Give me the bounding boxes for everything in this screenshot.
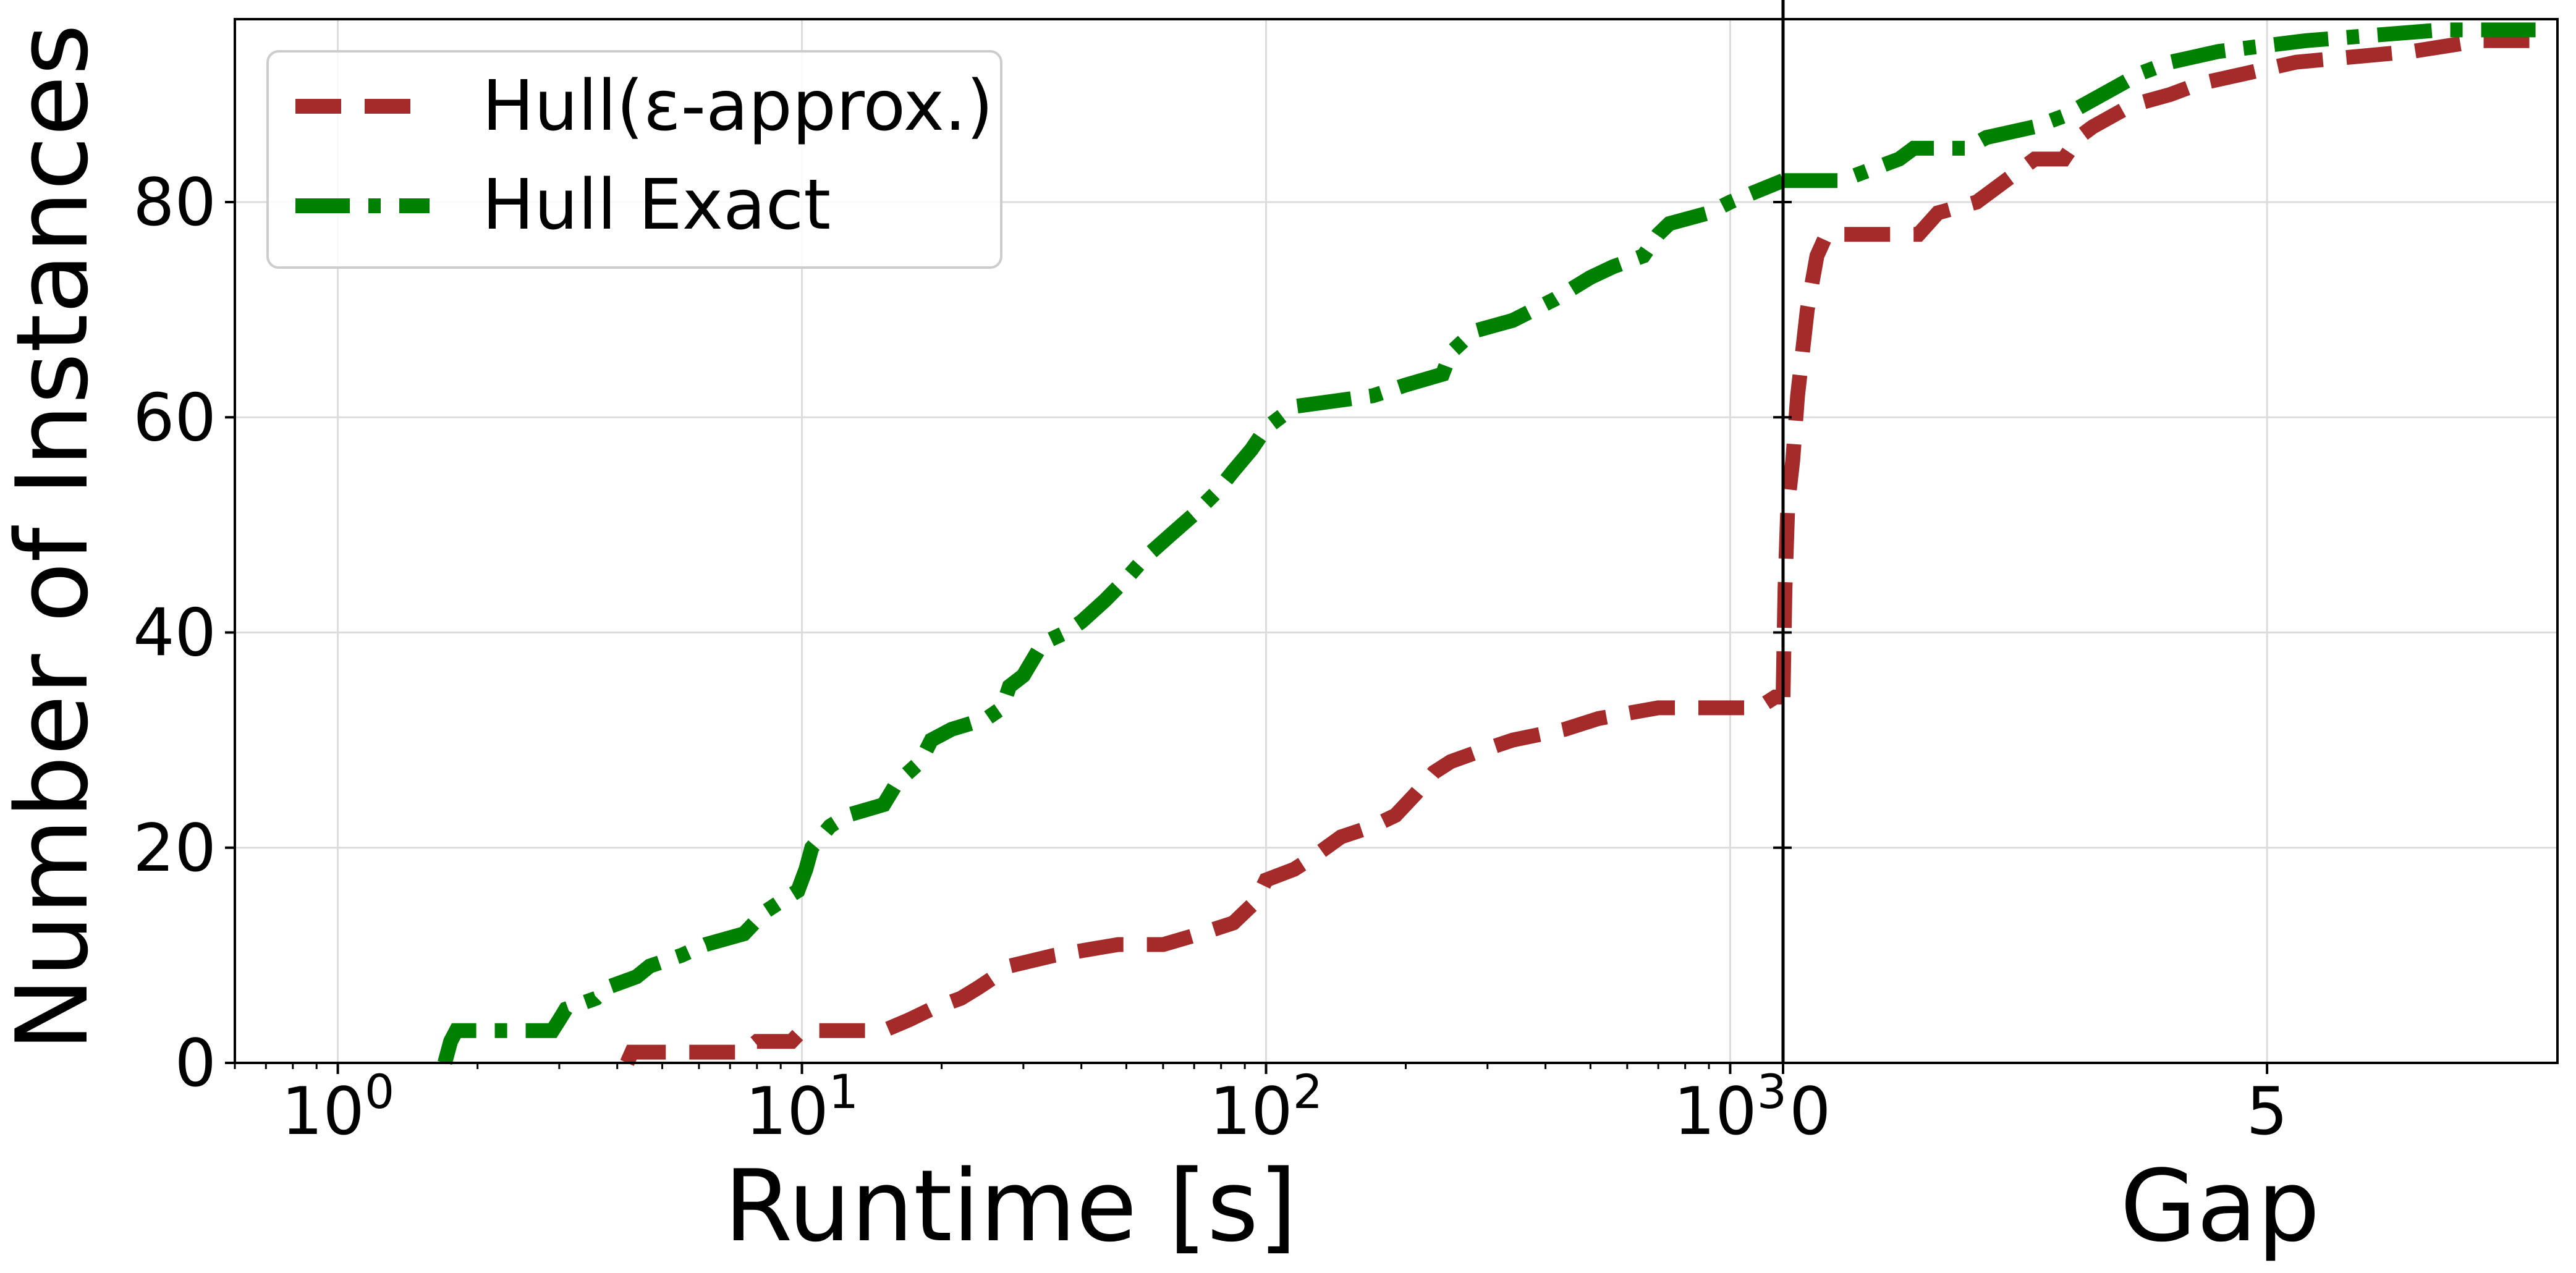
y-tick-label-0: 0	[175, 1025, 216, 1101]
x-axis-label-gap: Gap	[2120, 1148, 2320, 1264]
axes-layer	[234, 0, 2559, 1064]
legend-label-approx: Hull(ε-approx.)	[482, 66, 993, 146]
x-tick-label-gap-0: 0	[1789, 1073, 1831, 1149]
legend: Hull(ε-approx.) Hull Exact	[266, 50, 1002, 269]
plot-frame-gap	[1782, 18, 2559, 1064]
y-tick-label-20: 20	[133, 810, 216, 886]
legend-label-exact: Hull Exact	[482, 165, 831, 245]
y-tick-label-80: 80	[133, 164, 216, 240]
x-axis-label-runtime: Runtime [s]	[724, 1148, 1297, 1264]
x-tick-label-runtime-0: 100	[281, 1064, 394, 1149]
series-line-runtime-hull-approx	[620, 690, 1783, 1066]
series-layer	[438, 22, 2548, 1066]
x-tick-label-runtime-2: 102	[1210, 1064, 1323, 1149]
series-line-gap-hull-exact	[1783, 22, 2548, 188]
legend-box	[266, 50, 1002, 269]
series-line-runtime-hull-exact	[438, 174, 1786, 1065]
x-tick-label-gap-1: 5	[2246, 1073, 2287, 1149]
y-tick-label-40: 40	[133, 595, 216, 671]
y-axis-label: Number of Instances	[0, 24, 110, 1052]
x-tick-label-runtime-3: 103	[1674, 1064, 1787, 1149]
x-tick-label-runtime-1: 101	[745, 1064, 858, 1149]
y-tick-label-60: 60	[133, 379, 216, 455]
series-line-gap-hull-approx	[1776, 33, 2548, 698]
